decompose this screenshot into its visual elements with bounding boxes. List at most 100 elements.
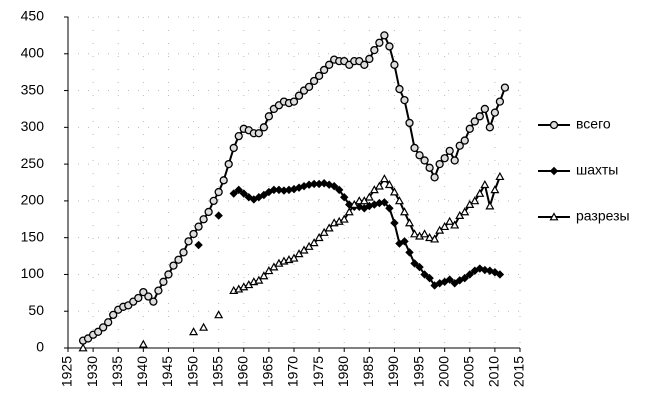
point <box>329 181 339 191</box>
point <box>179 248 188 257</box>
point <box>485 201 495 210</box>
point <box>304 82 314 92</box>
point <box>139 287 148 297</box>
point <box>334 185 344 195</box>
point <box>490 185 500 194</box>
point <box>138 339 148 348</box>
point <box>78 343 88 352</box>
x-tick-label: 1925 <box>59 356 75 387</box>
point <box>375 38 384 47</box>
point <box>93 327 103 336</box>
point <box>400 95 409 105</box>
point <box>379 174 389 183</box>
point <box>495 270 505 279</box>
point <box>389 187 399 196</box>
x-tick-label: 2010 <box>486 356 502 387</box>
point <box>480 179 490 189</box>
point <box>405 118 414 128</box>
x-tick-label: 2000 <box>435 356 451 387</box>
legend-marker <box>549 120 559 130</box>
point <box>324 180 334 189</box>
point <box>199 322 209 331</box>
point <box>495 171 505 181</box>
point <box>399 207 410 216</box>
point <box>209 196 218 206</box>
point <box>410 143 419 153</box>
point <box>189 327 199 336</box>
point <box>445 275 454 284</box>
point <box>214 211 223 220</box>
point <box>219 176 228 185</box>
point <box>194 240 203 250</box>
point <box>475 188 485 197</box>
y-tick-label: 100 <box>21 265 45 281</box>
x-tick-label: 1995 <box>410 356 426 387</box>
point <box>470 196 480 205</box>
point <box>259 271 269 280</box>
point <box>450 220 460 229</box>
point <box>314 71 324 80</box>
legend-label: шахты <box>576 162 618 178</box>
point <box>154 286 163 295</box>
y-tick-label: 300 <box>21 118 45 134</box>
point <box>294 91 304 100</box>
point <box>404 218 415 227</box>
point <box>364 192 374 201</box>
point <box>239 189 248 198</box>
point <box>360 60 369 69</box>
point <box>460 136 469 145</box>
x-tick-label: 1980 <box>335 356 351 387</box>
y-tick-label: 0 <box>36 339 44 355</box>
point <box>340 193 349 202</box>
point <box>415 262 424 272</box>
point <box>475 112 484 121</box>
y-tick-label: 350 <box>21 81 45 97</box>
point <box>390 218 399 228</box>
point <box>109 310 118 320</box>
point <box>460 273 469 283</box>
point <box>465 270 474 279</box>
point <box>455 141 464 150</box>
x-tick-label: 1975 <box>310 356 326 387</box>
point <box>289 97 299 106</box>
point <box>319 179 329 188</box>
point <box>480 265 490 275</box>
point <box>450 279 459 288</box>
x-tick-label: 1935 <box>109 356 125 387</box>
point <box>339 214 349 223</box>
point <box>425 232 435 242</box>
point <box>440 154 449 163</box>
point <box>425 273 434 283</box>
point <box>430 173 439 182</box>
x-tick-label: 1930 <box>84 356 100 387</box>
legend-label: всего <box>576 116 611 132</box>
y-tick-label: 150 <box>21 228 45 244</box>
point <box>465 124 474 133</box>
point <box>229 143 238 153</box>
point <box>485 266 495 275</box>
legend-label: разрезы <box>576 208 630 224</box>
point <box>159 277 168 286</box>
x-tick-label: 1945 <box>159 356 175 387</box>
point <box>485 123 495 132</box>
point <box>149 297 158 306</box>
point <box>410 229 420 238</box>
point <box>385 204 394 213</box>
point <box>319 227 329 236</box>
point <box>169 261 178 270</box>
point <box>164 270 173 279</box>
point <box>344 207 354 216</box>
point <box>445 216 455 225</box>
point <box>394 196 404 205</box>
point <box>254 129 263 138</box>
x-tick-label: 1955 <box>209 356 225 387</box>
point <box>380 31 389 40</box>
point <box>309 76 319 86</box>
point <box>420 156 429 165</box>
y-tick-label: 450 <box>21 8 45 24</box>
point <box>319 65 329 75</box>
x-tick-label: 1990 <box>385 356 401 387</box>
point <box>174 255 183 264</box>
x-tick-label: 1965 <box>260 356 276 387</box>
